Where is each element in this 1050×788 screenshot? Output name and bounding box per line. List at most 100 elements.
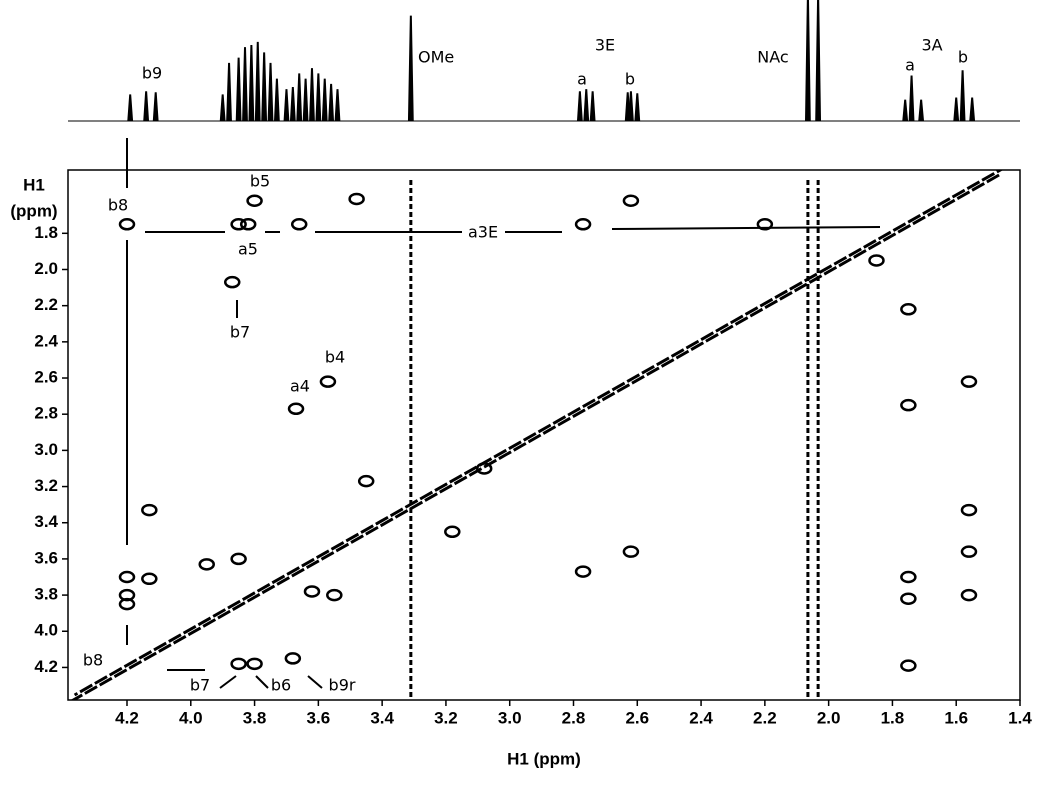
spectrum-peak bbox=[321, 78, 328, 122]
spectrum-peak bbox=[959, 70, 966, 122]
y-tick-label: 3.4 bbox=[34, 512, 58, 531]
cross-peak bbox=[287, 402, 305, 416]
peak-label: 3A bbox=[921, 36, 942, 55]
spectrum-peak bbox=[953, 97, 960, 122]
plot-frame bbox=[67, 169, 1021, 701]
y-tick-label: 3.0 bbox=[34, 440, 58, 459]
peak-label: OMe bbox=[418, 48, 454, 67]
diagonal bbox=[70, 173, 1000, 700]
y-tick-label: 3.6 bbox=[34, 548, 58, 567]
cross-peak bbox=[118, 218, 136, 231]
cross-peak bbox=[319, 375, 337, 388]
y-tick-label: 2.6 bbox=[34, 368, 58, 387]
spectrum-peak bbox=[805, 0, 811, 122]
cross-peak bbox=[198, 558, 215, 571]
peak-label: a4 bbox=[290, 377, 310, 396]
spectrum-peak bbox=[226, 62, 232, 122]
cross-peak bbox=[900, 398, 917, 412]
y-tick-label: 2.2 bbox=[34, 295, 58, 314]
cross-peak bbox=[246, 194, 263, 208]
spectrum-peak bbox=[273, 78, 280, 122]
x-tick-label: 4.0 bbox=[179, 708, 203, 727]
cross-peak bbox=[348, 192, 365, 206]
spectrum-peak bbox=[315, 73, 322, 122]
spectrum-peak bbox=[918, 99, 925, 122]
y-tick-label: 2.0 bbox=[34, 259, 58, 278]
spectrum-peak bbox=[334, 89, 341, 122]
spectrum-peak bbox=[583, 89, 590, 122]
spectrum-peak bbox=[815, 0, 822, 122]
spectrum-peak bbox=[309, 68, 315, 122]
x-tick-label: 2.2 bbox=[753, 708, 777, 727]
cross-peak bbox=[574, 565, 592, 578]
spectrum-peak bbox=[628, 91, 634, 122]
spectrum-peak bbox=[219, 94, 226, 122]
peak-label: a3E bbox=[468, 223, 498, 242]
cross-peak bbox=[246, 657, 263, 671]
x-tick-label: 1.8 bbox=[881, 708, 905, 727]
x-tick-label: 3.6 bbox=[307, 708, 331, 727]
x-axis-title: H1 (ppm) bbox=[507, 749, 581, 768]
peak-label: b7 bbox=[230, 323, 250, 342]
cross-peak bbox=[303, 585, 321, 598]
cross-peak bbox=[622, 194, 640, 208]
cross-peak bbox=[118, 570, 136, 584]
spectrum-peak bbox=[289, 87, 296, 122]
cross-peak bbox=[141, 572, 158, 586]
cross-peak bbox=[357, 474, 375, 488]
cross-peak bbox=[960, 375, 978, 388]
spectrum-peak bbox=[589, 91, 596, 122]
x-tick-label: 2.8 bbox=[562, 708, 586, 727]
spectrum-peak bbox=[407, 15, 414, 122]
peak-label: a bbox=[577, 70, 587, 89]
cross-peak bbox=[960, 588, 978, 602]
y-axis-title: H1 bbox=[23, 175, 45, 194]
y-tick-label: 1.8 bbox=[34, 223, 58, 242]
cross-peak bbox=[326, 588, 343, 602]
assignment-lines bbox=[126, 138, 881, 689]
cross-peak bbox=[756, 218, 774, 231]
cross-peak bbox=[230, 552, 247, 566]
peak-label: NAc bbox=[757, 48, 788, 67]
spectrum-peak bbox=[254, 41, 261, 122]
x-tick-label: 1.4 bbox=[1008, 708, 1032, 727]
spectrum-peak bbox=[283, 89, 290, 122]
cross-peak bbox=[574, 218, 592, 231]
spectrum-peak bbox=[242, 47, 248, 122]
y-tick-label: 3.2 bbox=[34, 476, 58, 495]
y-tick-label: 4.2 bbox=[34, 657, 58, 676]
spectrum-peak bbox=[328, 83, 335, 122]
peak-label: a5 bbox=[238, 240, 258, 259]
spectrum-peak bbox=[902, 99, 909, 122]
cross-peak bbox=[900, 303, 917, 316]
peak-label: b7 bbox=[190, 676, 210, 695]
cross-peak bbox=[900, 659, 917, 672]
y-tick-label: 2.4 bbox=[34, 331, 58, 350]
spectrum-peak bbox=[152, 92, 159, 122]
spectrum-peak bbox=[248, 45, 255, 122]
cross-peak bbox=[223, 275, 241, 289]
x-tick-label: 2.6 bbox=[625, 708, 649, 727]
diagonal bbox=[73, 170, 1004, 697]
cross-peak bbox=[284, 652, 302, 665]
spectrum-peak bbox=[576, 91, 583, 122]
spectrum-peak bbox=[235, 57, 242, 122]
peak-label: b bbox=[625, 70, 635, 89]
cross-peak bbox=[230, 657, 247, 671]
peak-label: b8 bbox=[83, 651, 103, 670]
cross-peak bbox=[230, 218, 247, 231]
x-tick-label: 3.8 bbox=[243, 708, 267, 727]
spectrum-peak bbox=[302, 78, 309, 122]
spectrum-peak bbox=[261, 52, 268, 122]
cross-peak bbox=[239, 218, 257, 231]
cross-peak bbox=[444, 525, 461, 539]
x-tick-label: 2.4 bbox=[689, 708, 713, 727]
spectrum-peak bbox=[143, 91, 150, 122]
cross-peak bbox=[622, 545, 640, 558]
peak-label: b8 bbox=[108, 196, 128, 215]
peak-label: b9r bbox=[329, 676, 356, 695]
spectrum-peak bbox=[127, 94, 134, 122]
cross-peak bbox=[141, 503, 158, 517]
x-tick-label: 3.2 bbox=[434, 708, 458, 727]
spectrum-peak bbox=[908, 75, 915, 122]
